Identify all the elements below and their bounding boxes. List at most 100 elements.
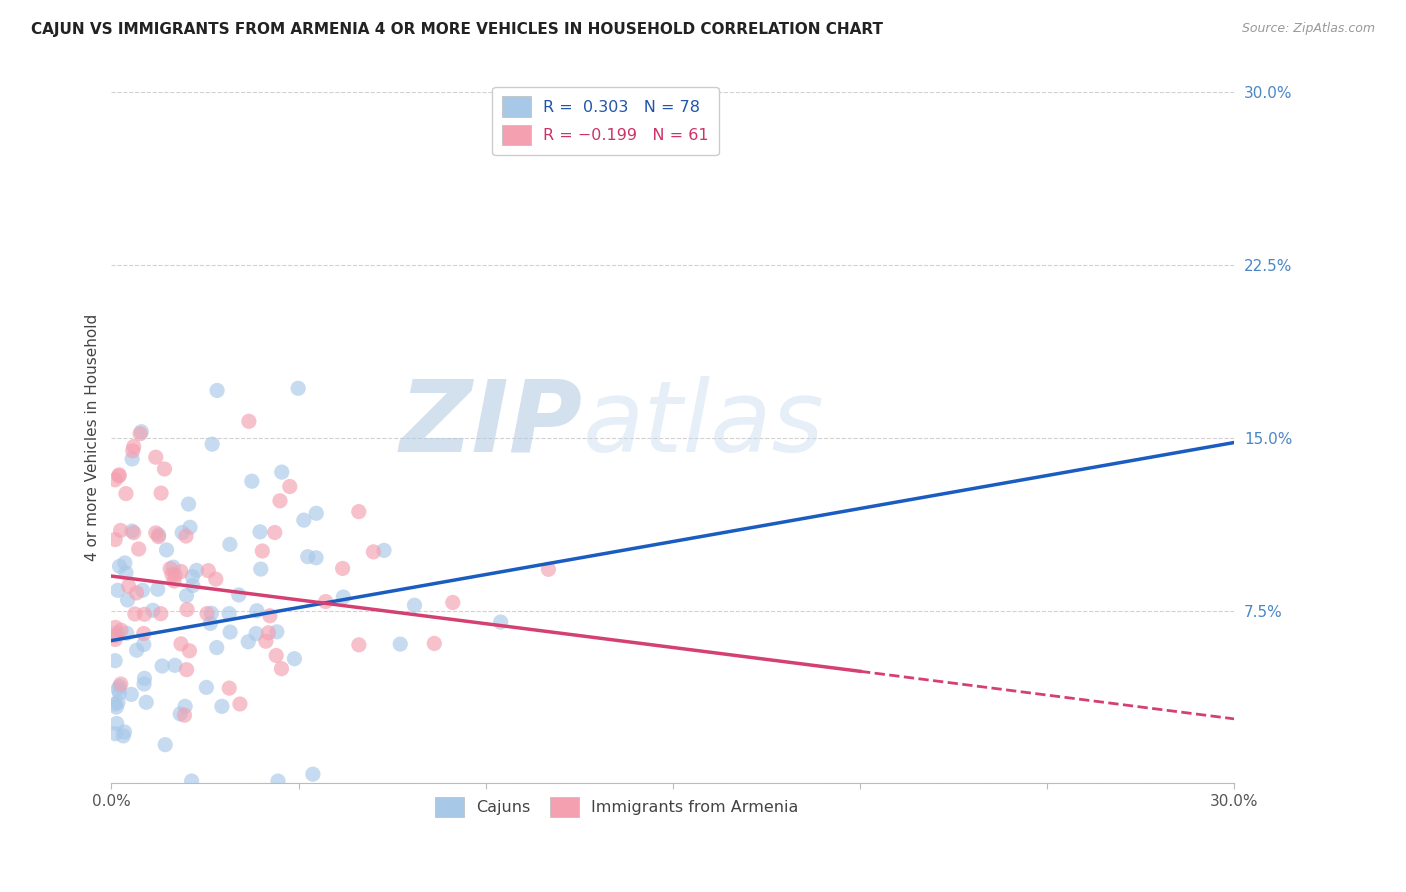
Point	[195, 681, 218, 695]
Point	[173, 708, 195, 723]
Point	[122, 525, 145, 540]
Point	[176, 663, 198, 677]
Point	[104, 727, 127, 741]
Point	[373, 543, 395, 558]
Point	[238, 414, 260, 428]
Point	[195, 607, 218, 621]
Point	[441, 595, 464, 609]
Legend: Cajuns, Immigrants from Armenia: Cajuns, Immigrants from Armenia	[429, 790, 806, 824]
Point	[259, 608, 281, 623]
Point	[134, 607, 156, 622]
Point	[107, 583, 129, 598]
Point	[332, 561, 354, 575]
Point	[107, 682, 129, 697]
Point	[170, 565, 193, 579]
Point	[238, 635, 260, 649]
Point	[104, 620, 127, 634]
Point	[347, 638, 370, 652]
Point	[121, 443, 143, 458]
Y-axis label: 4 or more Vehicles in Household: 4 or more Vehicles in Household	[86, 314, 100, 561]
Point	[163, 574, 186, 588]
Point	[266, 624, 288, 639]
Point	[148, 530, 170, 544]
Point	[302, 767, 325, 781]
Point	[134, 671, 156, 685]
Point	[117, 593, 139, 607]
Point	[205, 384, 228, 398]
Point	[108, 559, 131, 574]
Point	[257, 625, 280, 640]
Point	[155, 543, 177, 558]
Point	[122, 440, 145, 454]
Point	[229, 697, 252, 711]
Point	[205, 640, 228, 655]
Point	[121, 452, 143, 467]
Point	[218, 681, 240, 695]
Point	[245, 626, 267, 640]
Point	[104, 629, 127, 643]
Point	[177, 497, 200, 511]
Point	[104, 654, 127, 668]
Point	[200, 616, 222, 631]
Point	[159, 562, 181, 576]
Point	[181, 570, 204, 584]
Point	[174, 529, 197, 543]
Point	[150, 659, 173, 673]
Point	[249, 562, 271, 576]
Point	[153, 462, 176, 476]
Point	[269, 493, 291, 508]
Point	[120, 687, 142, 701]
Point	[105, 625, 128, 640]
Point	[165, 568, 187, 582]
Point	[105, 716, 128, 731]
Point	[267, 774, 290, 789]
Point	[128, 541, 150, 556]
Point	[197, 564, 219, 578]
Point	[110, 624, 132, 638]
Point	[287, 381, 309, 395]
Point	[219, 625, 242, 640]
Point	[278, 479, 301, 493]
Point	[404, 599, 426, 613]
Point	[132, 677, 155, 691]
Point	[179, 644, 201, 658]
Point	[489, 615, 512, 629]
Point	[155, 738, 177, 752]
Point	[149, 607, 172, 621]
Point	[218, 607, 240, 621]
Text: Source: ZipAtlas.com: Source: ZipAtlas.com	[1241, 22, 1375, 36]
Point	[160, 567, 183, 582]
Point	[169, 706, 191, 721]
Point	[163, 658, 186, 673]
Point	[105, 700, 128, 714]
Point	[332, 590, 354, 604]
Point	[108, 469, 131, 483]
Point	[115, 486, 138, 500]
Point	[107, 695, 129, 709]
Point	[132, 638, 155, 652]
Point	[179, 520, 201, 534]
Point	[108, 467, 131, 482]
Point	[108, 686, 131, 700]
Point	[246, 604, 269, 618]
Point	[218, 537, 240, 551]
Point	[537, 562, 560, 576]
Point	[145, 525, 167, 540]
Point	[125, 643, 148, 657]
Point	[135, 695, 157, 709]
Text: CAJUN VS IMMIGRANTS FROM ARMENIA 4 OR MORE VEHICLES IN HOUSEHOLD CORRELATION CHA: CAJUN VS IMMIGRANTS FROM ARMENIA 4 OR MO…	[31, 22, 883, 37]
Point	[121, 524, 143, 538]
Point	[104, 473, 127, 487]
Point	[115, 626, 138, 640]
Point	[108, 680, 131, 694]
Point	[211, 699, 233, 714]
Point	[131, 583, 153, 598]
Point	[114, 725, 136, 739]
Point	[423, 636, 446, 650]
Point	[104, 533, 127, 547]
Point	[315, 594, 337, 608]
Point	[263, 525, 285, 540]
Point	[148, 528, 170, 542]
Point	[201, 437, 224, 451]
Point	[181, 578, 204, 592]
